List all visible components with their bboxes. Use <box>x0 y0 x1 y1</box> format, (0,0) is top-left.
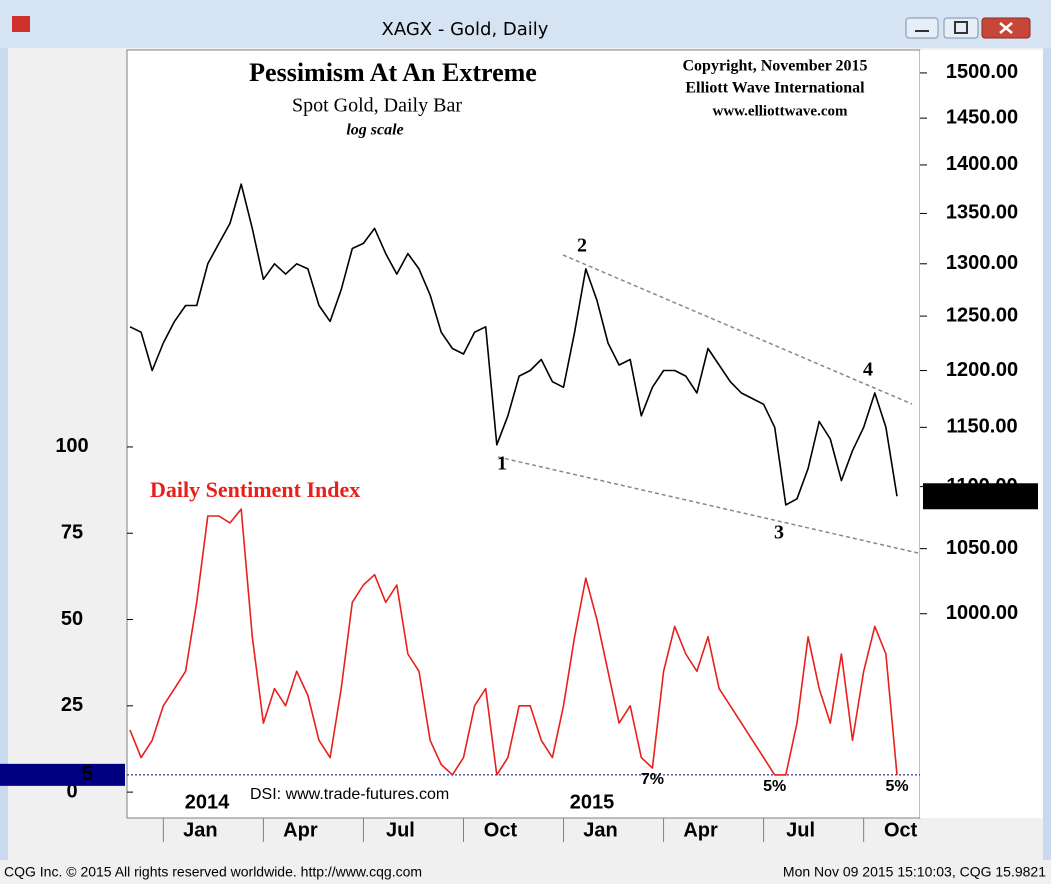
value-label: 7% <box>641 771 664 788</box>
chart-title: Pessimism At An Extreme <box>249 58 537 87</box>
y-tick-label: 50 <box>61 608 83 630</box>
reference-box <box>0 763 125 786</box>
y-tick-label: 0 <box>66 780 77 802</box>
y-tick-label: 75 <box>61 522 83 544</box>
last-price-label: 1092.06 <box>944 485 1016 507</box>
minimize-button[interactable] <box>905 17 939 39</box>
year-label: 2014 <box>185 791 230 813</box>
y-tick-label: 100 <box>55 435 88 457</box>
x-tick-label: Jul <box>386 819 415 841</box>
value-label: 5% <box>885 778 908 795</box>
status-bar <box>0 860 1051 884</box>
y2-tick-label: 1150.00 <box>946 416 1017 438</box>
trend-line <box>497 456 919 554</box>
chart-subtitle: Spot Gold, Daily Bar <box>292 95 462 117</box>
x-tick-label: Oct <box>884 819 918 841</box>
series-line <box>129 508 898 776</box>
y2-tick-label: 1350.00 <box>946 202 1018 224</box>
footer-right: Mon Nov 09 2015 15:10:03, CQG 15.9821 <box>783 864 1046 880</box>
right-axis-panel <box>920 50 1043 818</box>
y2-tick-label: 1400.00 <box>946 153 1018 175</box>
x-tick-label: Jan <box>183 819 217 841</box>
app-icon <box>12 16 30 32</box>
reference-label: 5 <box>81 763 92 785</box>
value-label: 5% <box>763 778 786 795</box>
maximize-icon <box>954 21 968 34</box>
source: DSI: www.trade-futures.com <box>250 786 449 803</box>
y2-tick-label: 1450.00 <box>946 106 1018 128</box>
copyright: www.elliottwave.com <box>713 103 848 119</box>
y-tick-label: 25 <box>61 694 83 716</box>
x-tick-label: Apr <box>683 819 718 841</box>
scale-note: log scale <box>346 122 403 139</box>
year-label: 2015 <box>570 791 615 813</box>
legend-entry: Daily Sentiment Index <box>150 477 360 502</box>
plot-area <box>126 49 921 819</box>
trend-line <box>562 254 913 405</box>
y2-tick-label: 1050.00 <box>946 537 1018 559</box>
y2-tick-label: 1250.00 <box>946 304 1018 326</box>
y2-tick-label: 1500.00 <box>946 61 1018 83</box>
footer-left: CQG Inc. © 2015 All rights reserved worl… <box>4 864 422 880</box>
series-line <box>129 183 898 506</box>
y2-tick-label: 1200.00 <box>946 359 1018 381</box>
title-bar <box>0 0 1051 48</box>
copyright: Copyright, November 2015 <box>682 58 867 75</box>
wave-label: 4 <box>863 359 873 381</box>
x-tick-label: Apr <box>283 819 318 841</box>
window-title: XAGX - Gold, Daily <box>382 19 549 40</box>
x-tick-label: Jul <box>786 819 815 841</box>
last-price-box <box>923 483 1038 510</box>
wave-label: 1 <box>497 453 507 475</box>
x-tick-label: Jan <box>583 819 617 841</box>
wave-label: 2 <box>577 235 587 257</box>
x-tick-label: Oct <box>484 819 518 841</box>
y2-tick-label: 1000.00 <box>946 602 1018 624</box>
copyright: Elliott Wave International <box>685 80 865 97</box>
wave-label: 3 <box>774 522 784 544</box>
y2-tick-label: 1300.00 <box>946 252 1018 274</box>
close-icon <box>999 22 1013 34</box>
maximize-button[interactable] <box>943 17 979 39</box>
